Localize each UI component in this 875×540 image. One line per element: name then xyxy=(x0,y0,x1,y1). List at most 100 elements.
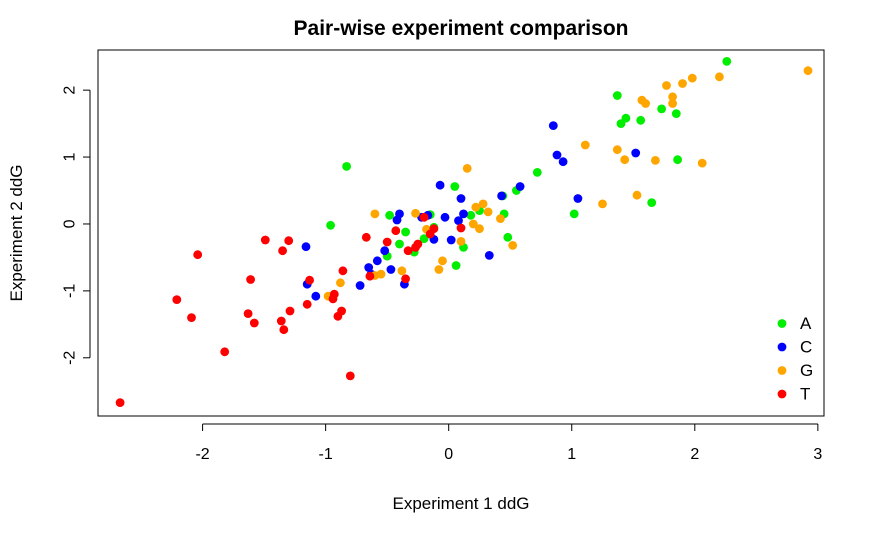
data-point-T xyxy=(276,316,286,326)
y-axis-label: Experiment 2 ddG xyxy=(7,164,26,301)
y-tick-label: 2 xyxy=(62,86,79,95)
legend-label-T: T xyxy=(800,385,810,404)
data-point-T xyxy=(278,246,287,256)
data-point-T xyxy=(345,371,355,381)
data-point-C xyxy=(440,212,450,222)
data-point-T xyxy=(246,275,256,284)
legend-label-A: A xyxy=(800,314,812,333)
plot-frame xyxy=(97,49,825,417)
data-point-A xyxy=(419,234,429,244)
y-tick-label: -2 xyxy=(62,351,79,365)
data-point-C xyxy=(456,194,466,203)
data-point-T xyxy=(456,223,466,233)
data-point-G xyxy=(462,164,472,173)
data-point-G xyxy=(508,241,518,250)
data-point-C xyxy=(395,209,404,219)
data-point-G xyxy=(687,73,697,83)
data-point-G xyxy=(651,156,660,165)
data-point-G xyxy=(411,208,420,218)
data-point-C xyxy=(364,263,374,272)
data-point-C xyxy=(372,256,382,266)
data-point-G xyxy=(438,256,447,266)
data-point-T xyxy=(115,398,125,407)
data-point-A xyxy=(636,115,646,125)
y-tick-label: 1 xyxy=(62,153,79,162)
legend-marker-C xyxy=(777,342,787,352)
data-point-G xyxy=(370,209,380,219)
data-point-G xyxy=(598,199,607,209)
data-point-A xyxy=(657,104,666,114)
y-axis: -2 -1 0 1 2 xyxy=(62,86,91,365)
data-point-C xyxy=(454,216,463,226)
data-point-A xyxy=(503,232,513,242)
x-tick-label: -2 xyxy=(195,446,209,463)
data-point-T xyxy=(413,239,423,249)
data-point-T xyxy=(284,236,294,246)
data-point-T xyxy=(329,289,339,299)
data-point-G xyxy=(456,237,466,246)
legend-marker-A xyxy=(777,319,787,328)
data-point-G xyxy=(668,92,677,102)
x-tick-label: 2 xyxy=(690,446,699,463)
data-point-T xyxy=(305,275,314,285)
data-point-G xyxy=(678,79,687,88)
data-point-T xyxy=(279,325,289,335)
data-point-G xyxy=(668,99,677,108)
data-point-A xyxy=(532,168,542,177)
data-point-T xyxy=(260,235,270,245)
data-point-C xyxy=(573,194,583,203)
data-point-A xyxy=(466,210,476,220)
data-point-G xyxy=(496,214,505,224)
data-point-C xyxy=(301,242,311,252)
data-point-A xyxy=(450,182,460,191)
data-point-G xyxy=(697,158,707,168)
data-point-G xyxy=(475,224,484,234)
data-points xyxy=(115,57,813,407)
data-point-A xyxy=(326,220,335,230)
data-point-C xyxy=(558,157,568,167)
data-point-A xyxy=(395,239,404,249)
x-axis: -2 -1 0 1 2 3 xyxy=(195,423,822,463)
data-point-G xyxy=(483,207,493,217)
data-point-T xyxy=(361,232,371,242)
data-point-G xyxy=(632,190,642,200)
data-point-A xyxy=(569,209,579,219)
data-point-T xyxy=(401,274,410,284)
data-point-A xyxy=(385,210,394,220)
data-point-T xyxy=(338,266,348,276)
data-point-A xyxy=(647,198,657,208)
data-point-G xyxy=(478,199,488,209)
data-point-T xyxy=(243,309,253,318)
data-point-C xyxy=(515,182,525,191)
data-point-T xyxy=(285,306,295,316)
data-point-A xyxy=(671,109,681,118)
data-point-C xyxy=(311,291,321,301)
data-point-A xyxy=(722,57,732,66)
data-point-G xyxy=(580,140,590,150)
data-point-A xyxy=(621,113,631,123)
data-point-G xyxy=(468,219,478,229)
data-point-T xyxy=(391,226,401,236)
data-point-T xyxy=(425,229,435,239)
data-point-C xyxy=(446,235,456,245)
data-point-A xyxy=(612,91,622,100)
data-point-G xyxy=(471,202,481,212)
data-point-C xyxy=(435,180,445,190)
data-point-T xyxy=(403,246,413,256)
data-point-A xyxy=(673,155,682,165)
x-tick-label: 0 xyxy=(444,446,453,463)
legend-marker-T xyxy=(777,389,787,399)
data-point-A xyxy=(451,261,461,270)
data-point-G xyxy=(620,155,630,165)
data-point-C xyxy=(484,251,494,260)
data-point-G xyxy=(336,278,345,288)
data-point-T xyxy=(337,306,346,316)
data-point-C xyxy=(548,121,558,130)
data-point-T xyxy=(249,318,259,328)
data-point-C xyxy=(552,150,562,160)
data-point-G xyxy=(715,72,724,82)
data-point-G xyxy=(376,269,386,279)
x-axis-label: Experiment 1 ddG xyxy=(392,494,529,513)
